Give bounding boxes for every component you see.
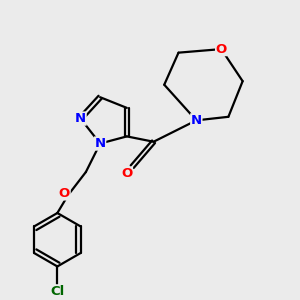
Text: O: O (216, 43, 227, 56)
Text: O: O (59, 187, 70, 200)
Text: N: N (191, 114, 202, 127)
Text: O: O (121, 167, 133, 180)
Text: N: N (94, 137, 106, 150)
Text: N: N (75, 112, 86, 125)
Text: Cl: Cl (50, 285, 64, 298)
